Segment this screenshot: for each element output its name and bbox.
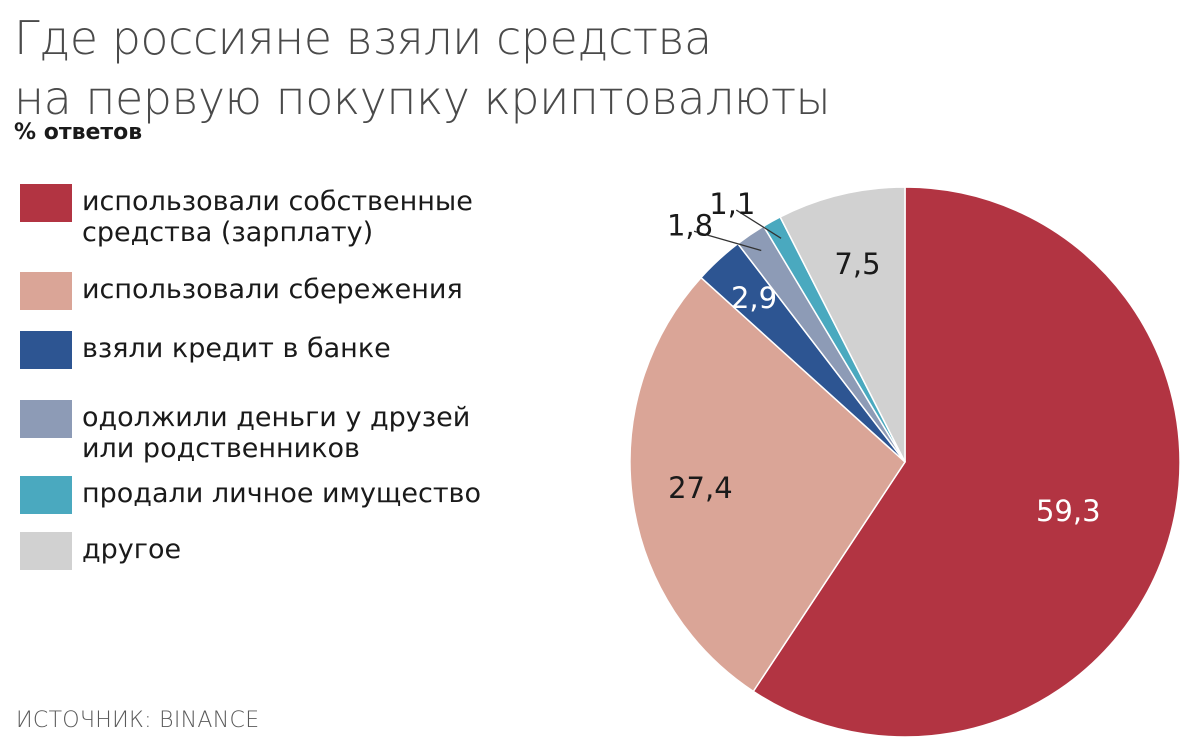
legend-item-borrowed: одолжили деньги у друзей или родственник… — [20, 400, 502, 464]
legend-label: использовали собственные средства (зарпл… — [82, 186, 473, 248]
legend-item-sold-property: продали личное имущество — [20, 476, 502, 514]
legend-item-bank-loan: взяли кредит в банке — [20, 331, 502, 369]
legend-item-savings: использовали сбережения — [20, 272, 502, 310]
leader-line-borrowed — [693, 230, 762, 252]
chart-subtitle: % ответов — [14, 120, 143, 145]
value-label-savings: 27,4 — [668, 471, 733, 505]
legend-swatch — [20, 331, 72, 369]
legend-label: использовали сбережения — [82, 274, 463, 305]
legend-swatch — [20, 400, 72, 438]
pie-slices — [629, 186, 1181, 738]
value-label-other: 7,5 — [834, 247, 880, 281]
legend-swatch — [20, 272, 72, 310]
value-label-borrowed: 1,8 — [667, 208, 713, 242]
pie-leader-lines — [693, 209, 782, 252]
pie-value-labels: 59,3 27,4 2,9 1,81,1 7,5 — [667, 187, 1101, 528]
legend-swatch — [20, 184, 72, 222]
legend-label: взяли кредит в банке — [82, 333, 391, 364]
legend-label: другое — [82, 534, 182, 565]
legend-item-other: другое — [20, 532, 502, 570]
legend-label: одолжили деньги у друзей или родственник… — [82, 402, 471, 464]
pie-slice-other — [779, 186, 906, 463]
legend-item-own-funds: использовали собственные средства (зарпл… — [20, 184, 502, 248]
legend-label: продали личное имущество — [82, 478, 481, 509]
chart-title: Где россияне взяли средства на первую по… — [14, 11, 831, 125]
value-label-own-funds: 59,3 — [1036, 494, 1101, 528]
leader-line-sold-property — [735, 209, 782, 239]
legend-swatch — [20, 476, 72, 514]
value-label-sold-property: 1,1 — [709, 187, 755, 221]
pie-slice-own-funds — [752, 186, 1181, 738]
legend-swatch — [20, 532, 72, 570]
pie-slice-savings — [629, 276, 906, 693]
value-label-bank-loan: 2,9 — [731, 281, 777, 315]
source-note: ИСТОЧНИК: BINANCE — [16, 708, 260, 733]
